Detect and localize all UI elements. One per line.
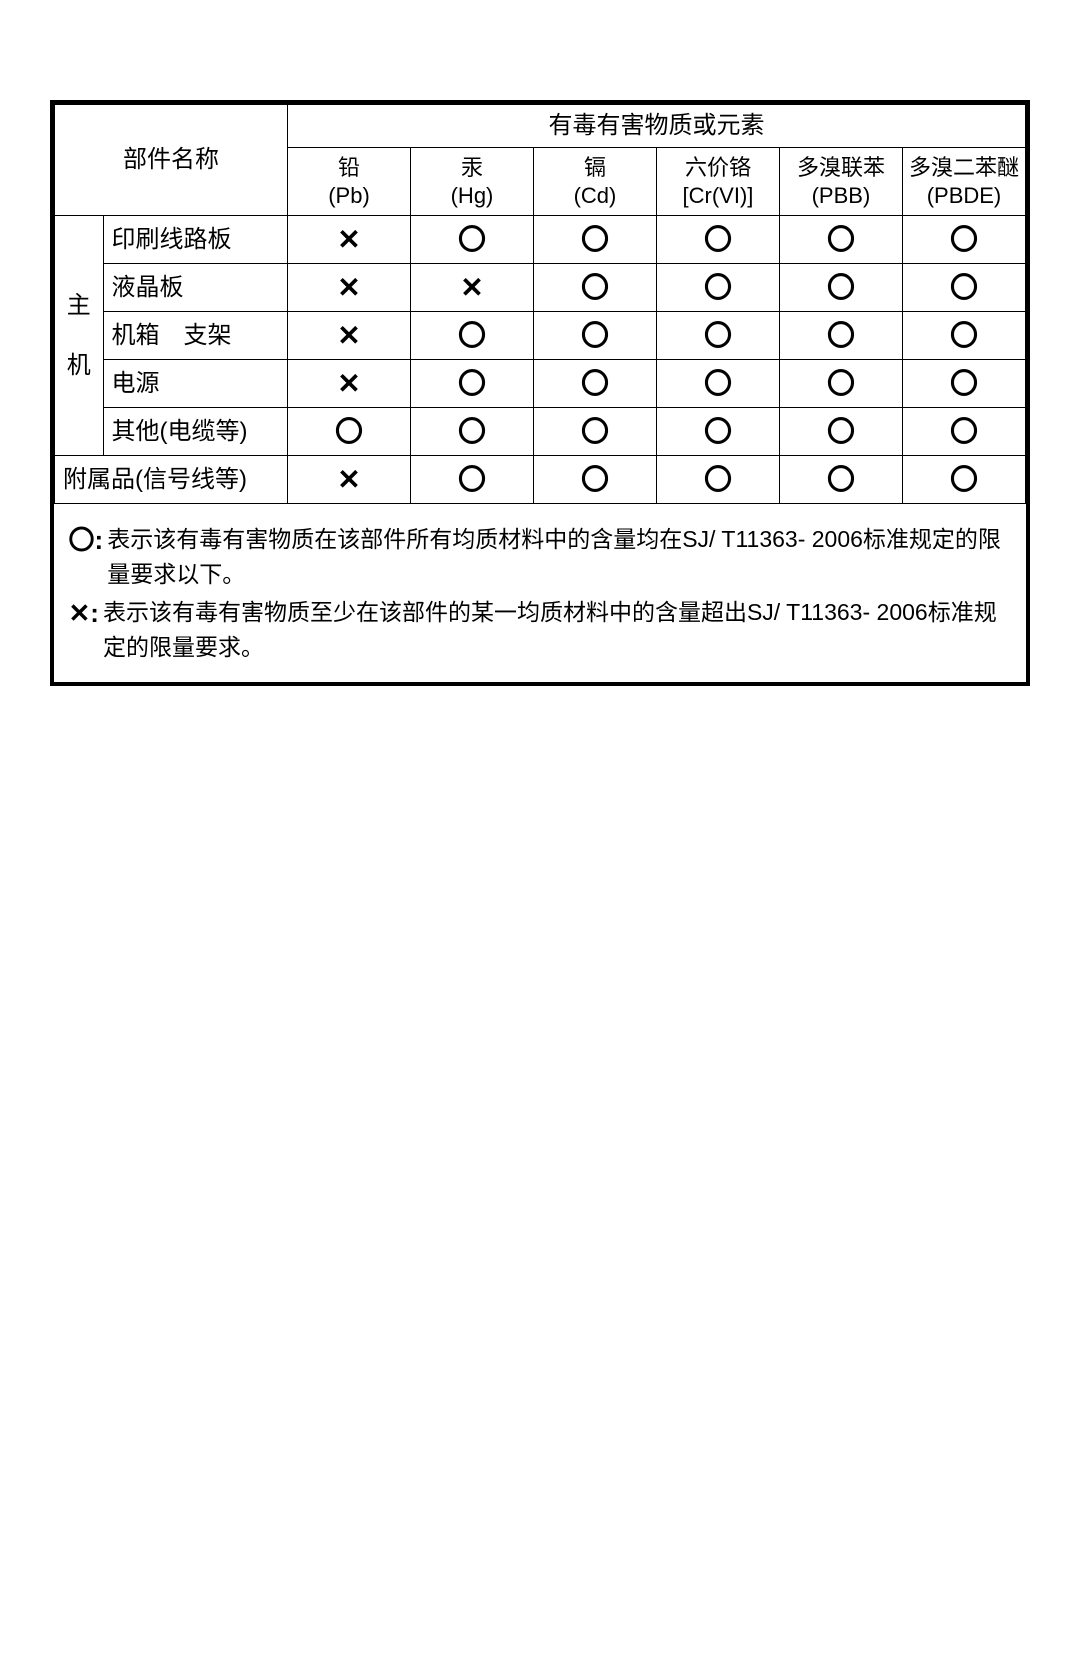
mark-cell: 〇 [534, 312, 657, 360]
mark-cell: 〇 [656, 360, 779, 408]
mark-cell: 〇 [656, 408, 779, 456]
mark-cell: 〇 [534, 216, 657, 264]
mark-cell: 〇 [902, 312, 1025, 360]
mark-cell: 〇 [534, 408, 657, 456]
mark-cell: 〇 [656, 312, 779, 360]
table-row: 电源 ✕ 〇 〇 〇 〇 〇 [55, 360, 1026, 408]
mark-cell: 〇 [534, 456, 657, 504]
table-row: 附属品(信号线等) ✕ 〇 〇 〇 〇 〇 [55, 456, 1026, 504]
legend-cell: 〇: 表示该有毒有害物质在该部件所有均质材料中的含量均在SJ/ T11363- … [55, 504, 1026, 683]
col-hg: 汞(Hg) [411, 148, 534, 216]
mark-cell: 〇 [902, 408, 1025, 456]
part-label: 机箱 支架 [103, 312, 287, 360]
table-row: 机箱 支架 ✕ 〇 〇 〇 〇 〇 [55, 312, 1026, 360]
mark-cell: 〇 [656, 216, 779, 264]
mark-cell: 〇 [779, 216, 902, 264]
mark-cell: ✕ [288, 456, 411, 504]
mark-cell: 〇 [656, 456, 779, 504]
col-cd: 镉(Cd) [534, 148, 657, 216]
mark-cell: 〇 [534, 360, 657, 408]
mark-cell: 〇 [902, 360, 1025, 408]
legend-cross-row: ✕: 表示该有毒有害物质至少在该部件的某一均质材料中的含量超出SJ/ T1136… [69, 595, 1010, 664]
part-label: 电源 [103, 360, 287, 408]
mark-cell: 〇 [779, 312, 902, 360]
table-row: 其他(电缆等) 〇 〇 〇 〇 〇 〇 [55, 408, 1026, 456]
part-label: 其他(电缆等) [103, 408, 287, 456]
mark-cell: 〇 [411, 216, 534, 264]
table-row: 主机 印刷线路板 ✕ 〇 〇 〇 〇 〇 [55, 216, 1026, 264]
hazardous-substances-table: 部件名称 有毒有害物质或元素 铅(Pb) 汞(Hg) 镉(Cd) 六价铬[Cr(… [54, 104, 1026, 682]
col-pbb: 多溴联苯(PBB) [779, 148, 902, 216]
mark-cell: 〇 [288, 408, 411, 456]
table-frame: 部件名称 有毒有害物质或元素 铅(Pb) 汞(Hg) 镉(Cd) 六价铬[Cr(… [50, 100, 1030, 686]
mark-cell: ✕ [288, 360, 411, 408]
mark-cell: 〇 [411, 456, 534, 504]
mark-cell: ✕ [411, 264, 534, 312]
col-crvi: 六价铬[Cr(VI)] [656, 148, 779, 216]
mark-cell: 〇 [902, 264, 1025, 312]
cross-icon: ✕: [69, 595, 99, 631]
group-label-main-unit: 主机 [55, 216, 104, 456]
legend-circle-row: 〇: 表示该有毒有害物质在该部件所有均质材料中的含量均在SJ/ T11363- … [69, 522, 1010, 591]
mark-cell: ✕ [288, 216, 411, 264]
col-pb: 铅(Pb) [288, 148, 411, 216]
legend-row: 〇: 表示该有毒有害物质在该部件所有均质材料中的含量均在SJ/ T11363- … [55, 504, 1026, 683]
header-row-1: 部件名称 有毒有害物质或元素 [55, 105, 1026, 148]
mark-cell: 〇 [656, 264, 779, 312]
part-label-accessories: 附属品(信号线等) [55, 456, 288, 504]
mark-cell: ✕ [288, 312, 411, 360]
table-row: 液晶板 ✕ ✕ 〇 〇 〇 〇 [55, 264, 1026, 312]
mark-cell: 〇 [534, 264, 657, 312]
mark-cell: 〇 [902, 216, 1025, 264]
legend-circle-text: 表示该有毒有害物质在该部件所有均质材料中的含量均在SJ/ T11363- 200… [107, 522, 1009, 591]
mark-cell: 〇 [902, 456, 1025, 504]
legend-cross-text: 表示该有毒有害物质至少在该部件的某一均质材料中的含量超出SJ/ T11363- … [103, 595, 1010, 664]
mark-cell: 〇 [411, 312, 534, 360]
mark-cell: 〇 [779, 360, 902, 408]
mark-cell: 〇 [411, 360, 534, 408]
part-label: 液晶板 [103, 264, 287, 312]
mark-cell: 〇 [779, 264, 902, 312]
page: 部件名称 有毒有害物质或元素 铅(Pb) 汞(Hg) 镉(Cd) 六价铬[Cr(… [0, 0, 1080, 786]
part-name-header: 部件名称 [55, 105, 288, 216]
col-pbde: 多溴二苯醚(PBDE) [902, 148, 1025, 216]
mark-cell: 〇 [779, 408, 902, 456]
mark-cell: 〇 [411, 408, 534, 456]
substances-group-header: 有毒有害物质或元素 [288, 105, 1026, 148]
circle-icon: 〇: [69, 522, 104, 558]
mark-cell: 〇 [779, 456, 902, 504]
part-label: 印刷线路板 [103, 216, 287, 264]
mark-cell: ✕ [288, 264, 411, 312]
